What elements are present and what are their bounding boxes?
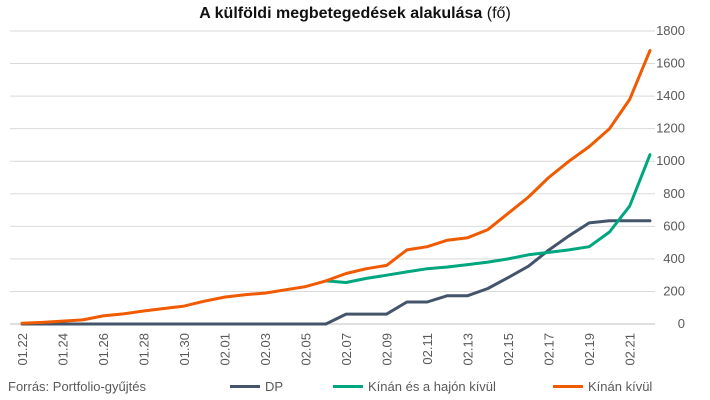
legend-label-outside-china-ship: Kínán és a hajón kívül: [368, 379, 496, 394]
legend-item-outside-china: Kínán kívül: [553, 379, 652, 394]
x-tick-label: 01.22: [15, 333, 30, 366]
x-tick-label: 02.03: [258, 333, 273, 366]
y-tick-label: 800: [663, 186, 685, 201]
series-line-2: [20, 49, 652, 325]
legend-item-dp: DP: [230, 379, 283, 394]
y-tick-label: 1600: [656, 56, 685, 71]
y-tick-label: 400: [663, 251, 685, 266]
x-tick-label: 01.30: [177, 333, 192, 366]
source-note: Forrás: Portfolio-gyűjtés: [8, 379, 146, 394]
x-tick-label: 02.09: [380, 333, 395, 366]
chart-title-unit: (fő): [486, 5, 511, 22]
x-tick-label: 02.19: [582, 333, 597, 366]
y-tick-label: 1200: [656, 121, 685, 136]
y-tick-label: 1800: [656, 23, 685, 38]
series-line-1: [324, 153, 652, 284]
x-tick-label: 02.15: [501, 333, 516, 366]
x-tick-label: 02.05: [299, 333, 314, 366]
x-tick-label: 02.07: [339, 333, 354, 366]
x-tick-label: 02.17: [542, 333, 557, 366]
y-tick-label: 0: [678, 316, 685, 331]
legend-swatch-dp: [230, 385, 260, 388]
y-tick-label: 1000: [656, 153, 685, 168]
chart-title: A külföldi megbetegedések alakulása (fő): [0, 5, 710, 23]
legend-label-dp: DP: [265, 379, 284, 394]
legend-swatch-outside-china-ship: [333, 385, 363, 388]
legend-label-outside-china: Kínán kívül: [588, 379, 653, 394]
y-tick-label: 600: [663, 218, 685, 233]
series-line-0: [20, 219, 652, 326]
chart-title-text: A külföldi megbetegedések alakulása: [199, 5, 483, 22]
x-tick-label: 01.26: [96, 333, 111, 366]
x-tick-label: 01.24: [56, 333, 71, 366]
legend-item-outside-china-ship: Kínán és a hajón kívül: [333, 379, 496, 394]
legend-swatch-outside-china: [553, 385, 583, 388]
y-tick-label: 1400: [656, 88, 685, 103]
x-tick-label: 02.21: [623, 333, 638, 366]
x-tick-label: 01.28: [137, 333, 152, 366]
y-tick-label: 200: [663, 283, 685, 298]
x-tick-label: 02.11: [420, 333, 435, 365]
x-tick-label: 02.01: [218, 333, 233, 366]
x-tick-label: 02.13: [461, 333, 476, 366]
